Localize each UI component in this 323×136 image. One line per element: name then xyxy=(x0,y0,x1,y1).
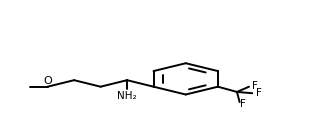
Text: NH₂: NH₂ xyxy=(117,91,137,101)
Text: O: O xyxy=(43,76,52,86)
Text: F: F xyxy=(240,99,245,109)
Text: F: F xyxy=(255,88,261,98)
Text: F: F xyxy=(252,81,257,91)
